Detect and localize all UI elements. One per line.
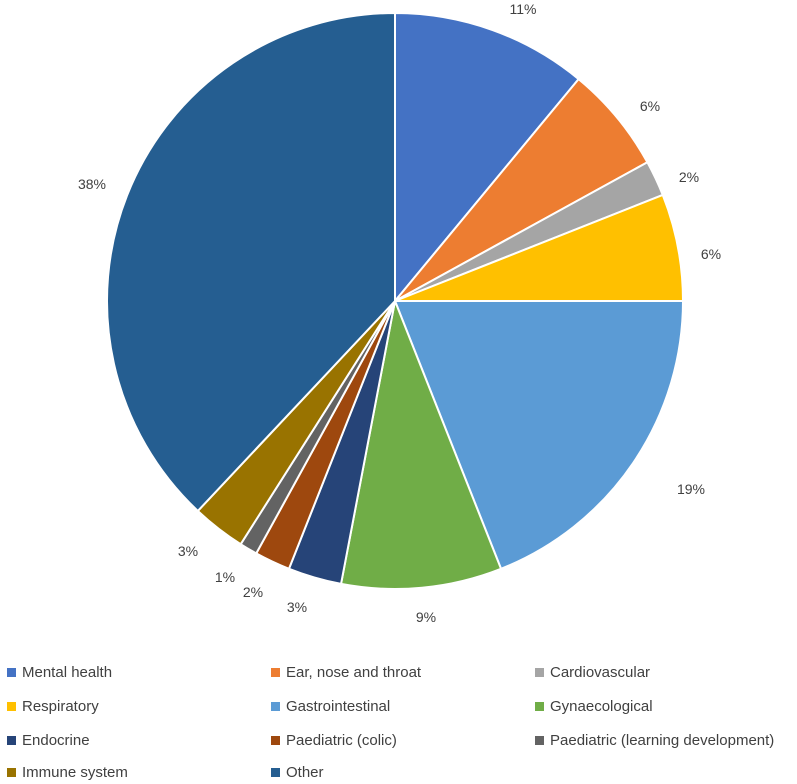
data-label: 2% <box>678 169 700 185</box>
legend-item: Gynaecological <box>535 694 653 718</box>
legend-swatch <box>7 735 16 745</box>
legend-swatch <box>7 701 16 711</box>
pie-slice-gynaecological <box>340 300 503 591</box>
legend-item: Other <box>271 760 324 784</box>
legend-label: Gynaecological <box>550 697 653 715</box>
legend-swatch <box>271 701 280 711</box>
legend-item: Mental health <box>7 660 112 684</box>
pie-slice-other <box>106 12 396 512</box>
data-label: 9% <box>415 609 437 625</box>
data-label: 1% <box>214 569 236 585</box>
legend-swatch <box>271 735 280 745</box>
legend-label: Respiratory <box>22 697 99 715</box>
legend-label: Gastrointestinal <box>286 697 391 715</box>
data-label: 3% <box>177 543 199 559</box>
legend-swatch <box>535 735 544 745</box>
legend-item: Ear, nose and throat <box>271 660 421 684</box>
legend-swatch <box>535 667 544 677</box>
pie-slice-mental-health <box>394 12 580 302</box>
legend-label: Cardiovascular <box>550 663 651 681</box>
data-label: 3% <box>286 599 308 615</box>
data-label: 2% <box>242 584 264 600</box>
legend-item: Paediatric (learning development) <box>535 728 774 752</box>
legend-item: Paediatric (colic) <box>271 728 397 752</box>
legend-swatch <box>7 767 16 777</box>
data-label: 38% <box>77 176 107 192</box>
legend-label: Other <box>286 763 324 781</box>
legend-item: Endocrine <box>7 728 90 752</box>
data-label: 11% <box>509 1 537 17</box>
legend-item: Cardiovascular <box>535 660 650 684</box>
legend-swatch <box>271 667 280 677</box>
data-label: 6% <box>700 246 722 262</box>
pie-slice-gastrointestinal <box>394 300 684 570</box>
pie-chart <box>106 12 684 591</box>
legend-item: Gastrointestinal <box>271 694 390 718</box>
legend-item: Immune system <box>7 760 128 784</box>
legend: Mental health Ear, nose and throat Cardiov… <box>0 656 797 784</box>
legend-label: Ear, nose and throat <box>286 663 422 681</box>
legend-label: Paediatric (learning development) <box>550 731 775 749</box>
data-label: 19% <box>676 481 706 497</box>
legend-label: Paediatric (colic) <box>286 731 397 749</box>
data-label: 6% <box>639 98 661 114</box>
legend-item: Respiratory <box>7 694 99 718</box>
legend-swatch <box>271 767 280 777</box>
legend-label: Endocrine <box>22 731 90 749</box>
legend-swatch <box>7 667 16 677</box>
legend-label: Immune system <box>22 763 128 781</box>
legend-swatch <box>535 701 544 711</box>
legend-label: Mental health <box>22 663 113 681</box>
